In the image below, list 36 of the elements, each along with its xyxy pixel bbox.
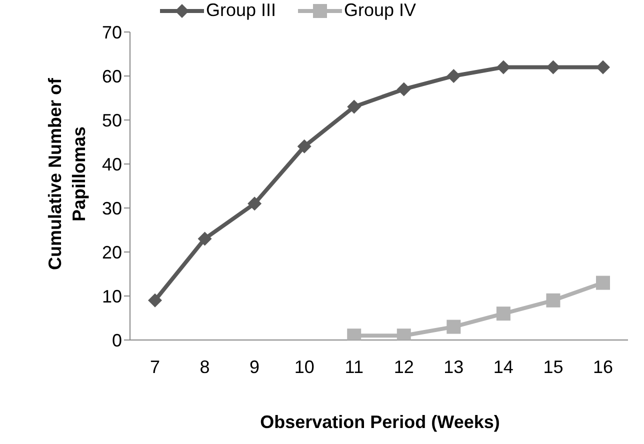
x-axis-title: Observation Period (Weeks) <box>259 412 501 433</box>
y-tick-label: 20 <box>102 242 122 262</box>
y-tick-label: 10 <box>102 286 122 306</box>
x-tick-label: 16 <box>592 356 614 377</box>
y-tick-label: 30 <box>102 198 122 218</box>
point <box>446 69 461 83</box>
point <box>596 276 610 290</box>
point <box>496 306 510 321</box>
point <box>198 232 212 246</box>
x-tick-label: 11 <box>344 356 364 377</box>
point <box>148 293 162 308</box>
point <box>546 293 560 308</box>
y-tick-label: 60 <box>102 66 122 86</box>
y-tick-label: 70 <box>102 22 122 42</box>
x-tick-label: 8 <box>200 356 210 377</box>
x-tick-label: 12 <box>394 356 414 377</box>
legend-label: Group III <box>206 0 276 21</box>
y-tick-label: 50 <box>102 110 122 130</box>
point <box>297 139 312 154</box>
point <box>396 82 411 96</box>
point <box>546 60 560 74</box>
y-tick-label: 0 <box>112 330 122 350</box>
point <box>347 100 362 114</box>
y-tick-label: 40 <box>102 154 122 174</box>
x-tick-label: 13 <box>444 356 464 377</box>
x-tick-label: 14 <box>493 356 514 377</box>
point <box>248 196 262 211</box>
x-tick-label: 15 <box>543 356 564 377</box>
y-axis-title: Cumulative Number of Papillomas <box>44 76 90 272</box>
x-tick-label: 10 <box>294 356 314 377</box>
legend-label: Group IV <box>344 0 416 21</box>
point <box>446 320 461 334</box>
point <box>596 60 610 74</box>
x-tick-label: 9 <box>250 356 260 377</box>
point <box>496 60 510 74</box>
x-tick-label: 7 <box>150 356 160 377</box>
